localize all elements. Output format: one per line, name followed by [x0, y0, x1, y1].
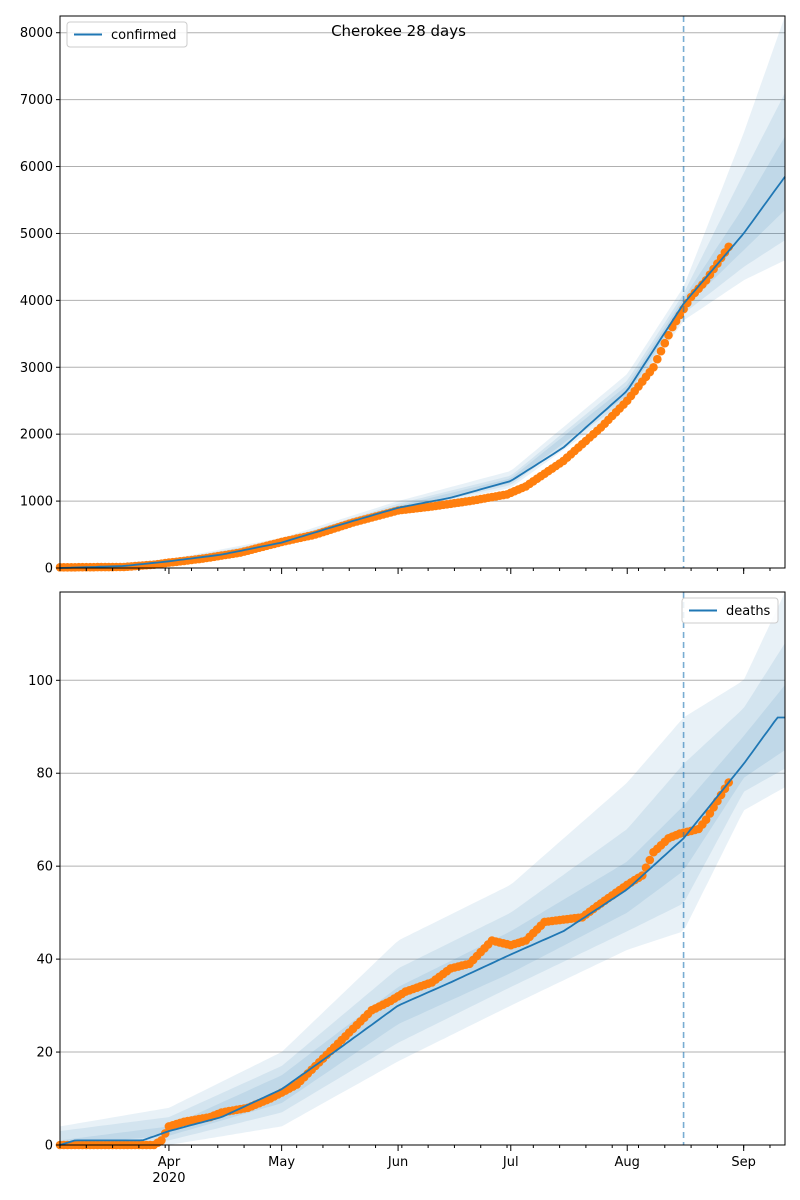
model-line: [59, 176, 786, 569]
x-tick-label: Sep: [731, 1155, 756, 1170]
observed-point: [664, 330, 673, 340]
uncertainty-band: [60, 16, 785, 568]
y-tick-label: 20: [36, 1046, 53, 1061]
x-tick-label: Apr: [158, 1155, 181, 1170]
legend-label-deaths: deaths: [726, 604, 771, 619]
x-tick-label: Jul: [502, 1155, 519, 1170]
uncertainty-band: [60, 592, 785, 1145]
observed-point: [653, 354, 662, 364]
chart-title: Cherokee 28 days: [331, 22, 466, 40]
observed-point: [645, 855, 655, 865]
legend-label-confirmed: confirmed: [111, 28, 177, 43]
y-tick-label: 3000: [20, 361, 53, 376]
y-tick-label: 6000: [20, 160, 53, 175]
x-tick-label: Aug: [615, 1155, 640, 1170]
y-tick-label: 5000: [20, 227, 53, 242]
legend-box: [681, 597, 779, 624]
y-tick-label: 8000: [20, 26, 53, 41]
deaths-uncertainty-bands: [60, 592, 785, 1145]
y-tick-label: 4000: [20, 294, 53, 309]
uncertainty-band: [60, 643, 785, 1145]
y-tick-label: 0: [45, 1139, 53, 1154]
x-tick-label: Jun: [387, 1155, 408, 1170]
deaths-observed-points: [55, 778, 733, 1150]
confirmed-legend: confirmed: [66, 21, 188, 48]
observed-point: [701, 815, 711, 824]
confirmed-observed-points: [55, 242, 733, 572]
deaths-model-line: [59, 716, 785, 1146]
deaths-plot-frame: [59, 591, 786, 1146]
deaths-y-axis: 0 20 40 60 80 100: [28, 674, 60, 1154]
x-tick-label: May: [268, 1155, 295, 1170]
x-tick-sublabel: 2020: [152, 1171, 185, 1186]
y-tick-label: 7000: [20, 93, 53, 108]
confirmed-x-axis: [59, 568, 771, 574]
confirmed-gridlines: [60, 32, 785, 569]
y-tick-label: 1000: [20, 495, 53, 510]
observed-point: [649, 363, 658, 372]
observed-point: [656, 346, 666, 356]
confirmed-model-line: [59, 176, 786, 569]
confirmed-uncertainty-bands: [60, 16, 785, 569]
y-tick-label: 2000: [20, 428, 53, 443]
y-tick-label: 0: [45, 562, 53, 577]
legend-box: [66, 21, 188, 48]
deaths-legend: deaths: [681, 597, 779, 624]
y-tick-label: 100: [28, 674, 53, 689]
confirmed-panel: 0 1000 2000 3000 4000 5000 6000 7000 8000 Cherok…: [20, 15, 786, 577]
model-line: [59, 716, 785, 1146]
observed-point: [705, 809, 715, 818]
observed-point: [157, 1136, 166, 1145]
confirmed-plot-frame: [59, 15, 786, 569]
observed-point: [660, 338, 670, 348]
confirmed-y-axis: 0 1000 2000 3000 4000 5000 6000 7000 8000: [20, 26, 60, 577]
y-tick-label: 40: [36, 953, 53, 968]
observed-point: [716, 790, 726, 800]
y-tick-label: 80: [36, 767, 53, 782]
y-tick-label: 60: [36, 860, 53, 875]
